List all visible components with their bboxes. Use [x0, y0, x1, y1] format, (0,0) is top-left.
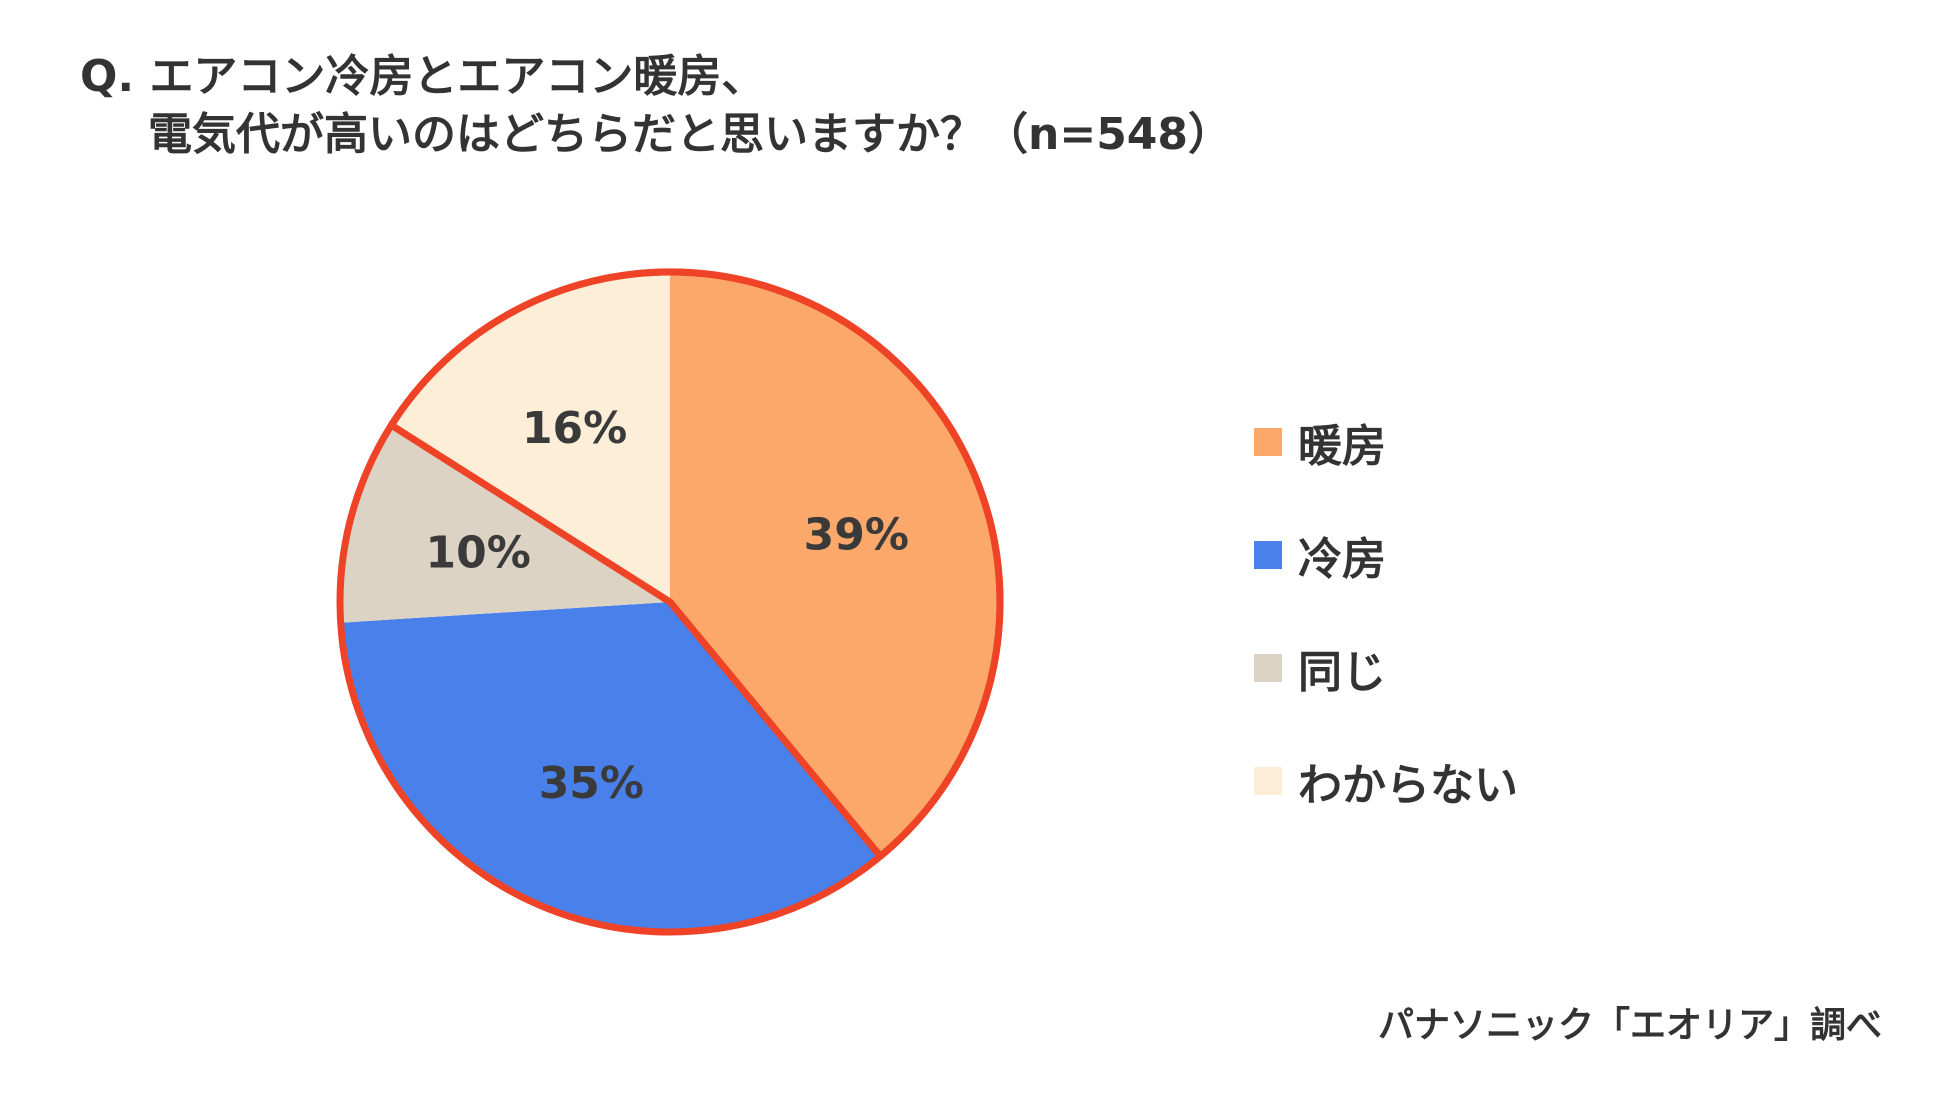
chart-title-line-1: Q. エアコン冷房とエアコン暖房、 — [80, 51, 766, 102]
pie-slice-3 — [340, 425, 670, 623]
pie-highlight-outline — [387, 268, 1004, 860]
pie-slice-label-3: 10% — [426, 527, 531, 578]
pie-slice-label-1: 39% — [804, 509, 909, 560]
pie-slice-4 — [391, 272, 670, 602]
chart-legend: 暖房冷房同じわからない — [1254, 385, 1518, 837]
legend-label-2: 冷房 — [1298, 533, 1386, 585]
chart-title-line-2: 電気代が高いのはどちらだと思いますか？（n=548） — [148, 109, 1233, 160]
source-note: パナソニック「エオリア」調べ — [1377, 1005, 1882, 1046]
pie-slice-1 — [670, 272, 1000, 857]
legend-item-1: 暖房 — [1254, 385, 1518, 498]
pie-slice-label-2: 35% — [539, 758, 644, 809]
legend-item-3: 同じ — [1254, 611, 1518, 724]
legend-label-4: わからない — [1298, 759, 1518, 811]
legend-swatch-2 — [1254, 540, 1282, 569]
legend-swatch-1 — [1254, 427, 1282, 456]
legend-swatch-4 — [1254, 766, 1282, 795]
legend-label-3: 同じ — [1298, 646, 1386, 698]
legend-label-1: 暖房 — [1298, 420, 1386, 472]
pie-slices — [340, 272, 1000, 932]
pie-value-labels: 39% 35% 10% 16% — [426, 403, 909, 809]
pie-slice-2 — [340, 602, 881, 932]
pie-slice-label-4: 16% — [522, 403, 627, 454]
legend-swatch-3 — [1254, 653, 1282, 682]
legend-item-4: わからない — [1254, 724, 1518, 837]
chart-title: Q. エアコン冷房とエアコン暖房、 電気代が高いのはどちらだと思いますか？（n=… — [80, 48, 1232, 164]
legend-item-2: 冷房 — [1254, 498, 1518, 611]
